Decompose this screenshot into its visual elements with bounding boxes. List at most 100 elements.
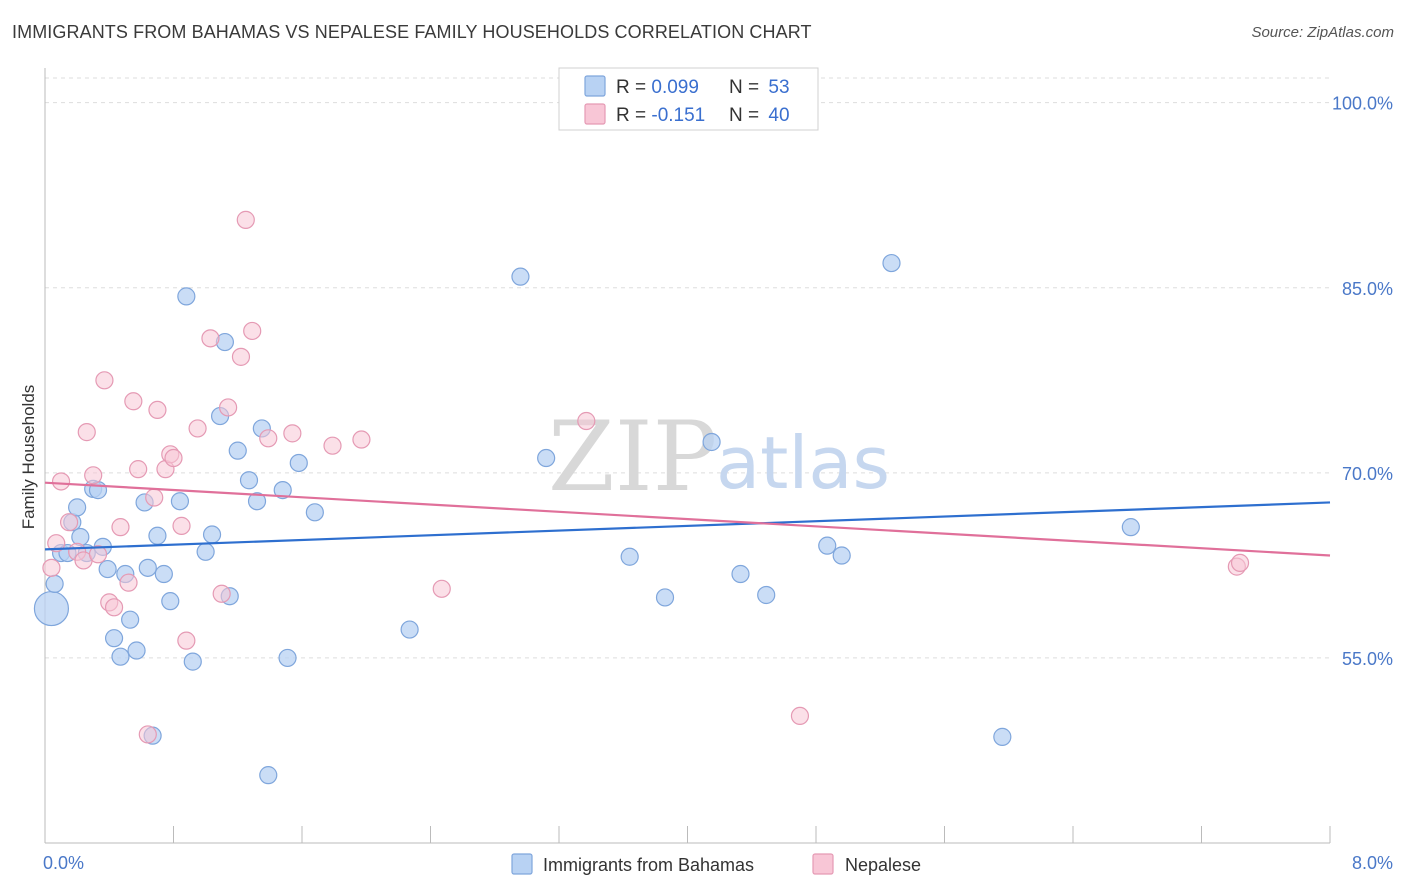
bahamas-point-20 <box>148 526 167 545</box>
y-tick-label-2: 85.0% <box>1342 279 1393 299</box>
nepalese-point-35 <box>432 579 451 598</box>
bahamas-point-40 <box>400 620 419 639</box>
nepalese-point-8 <box>88 545 108 564</box>
svg-text:R = -0.151: R = -0.151 <box>616 105 705 126</box>
nepalese-point-36 <box>577 411 596 431</box>
bahamas-point-13 <box>111 647 130 666</box>
bahamas-point-25 <box>183 652 202 671</box>
bahamas-point-39 <box>305 503 324 522</box>
bahamas-point-38 <box>289 453 308 473</box>
nepalese-point-17 <box>145 488 164 507</box>
nepalese-point-12 <box>111 518 130 537</box>
nepalese-point-37 <box>790 706 810 726</box>
bahamas-point-37 <box>278 648 297 668</box>
bahamas-point-27 <box>202 525 222 544</box>
nepalese-point-15 <box>129 460 148 479</box>
bahamas-point-21 <box>154 564 173 584</box>
nepalese-point-0 <box>42 558 61 577</box>
legend-n-value-bahamas: 53 <box>768 77 789 98</box>
watermark-atlas: atlas <box>716 421 890 505</box>
nepalese-point-7 <box>84 466 103 485</box>
nepalese-trend-line <box>44 481 1331 557</box>
bahamas-point-42 <box>537 448 556 468</box>
bahamas-point-16 <box>127 641 146 660</box>
legend-swatch-nepalese <box>584 103 606 125</box>
nepalese-point-11 <box>104 598 124 617</box>
nepalese-point-26 <box>212 584 231 603</box>
y-tick-label-3: 100.0% <box>1332 94 1393 114</box>
bahamas-point-32 <box>239 471 259 490</box>
bahamas-point-52 <box>1121 518 1140 537</box>
bahamas-point-41 <box>511 267 530 286</box>
svg-text:R = 0.099: R = 0.099 <box>616 77 699 98</box>
nepalese-point-27 <box>219 398 238 417</box>
bahamas-trend-line <box>44 501 1331 551</box>
bahamas-point-46 <box>731 564 750 584</box>
bahamas-point-44 <box>655 588 675 607</box>
y-tick-label-1: 70.0% <box>1342 464 1393 484</box>
bahamas-point-45 <box>702 432 721 452</box>
series-nepalese-points <box>42 210 1250 744</box>
legend-n-value-nepalese: 40 <box>768 105 789 126</box>
legend-r-value-nepalese: -0.151 <box>651 105 705 126</box>
bottom-legend-label-bahamas: Immigrants from Bahamas <box>543 855 754 875</box>
bahamas-point-24 <box>177 287 196 306</box>
nepalese-point-23 <box>177 631 196 650</box>
bahamas-point-31 <box>228 441 247 460</box>
nepalese-point-18 <box>148 400 167 420</box>
bottom-legend-label-nepalese: Nepalese <box>845 855 921 875</box>
legend-r-label-bahamas: R = <box>616 77 651 98</box>
nepalese-point-9 <box>95 371 114 390</box>
bahamas-point-33 <box>247 492 267 511</box>
chart-title: IMMIGRANTS FROM BAHAMAS VS NEPALESE FAMI… <box>12 22 812 42</box>
svg-text:N = 53: N = 53 <box>729 77 790 98</box>
bahamas-point-6 <box>71 527 90 547</box>
bahamas-point-12 <box>104 629 124 648</box>
y-tick-label-0: 55.0% <box>1342 649 1393 669</box>
nepalese-point-24 <box>188 419 207 438</box>
bahamas-point-23 <box>170 492 190 511</box>
nepalese-point-14 <box>124 392 143 411</box>
legend-swatch-bahamas <box>584 75 606 97</box>
bahamas-point-26 <box>196 542 215 561</box>
nepalese-point-16 <box>138 725 157 744</box>
bahamas-point-49 <box>832 546 851 565</box>
nepalese-point-31 <box>259 429 278 448</box>
legend-n-label-nepalese: N = <box>729 105 764 126</box>
series-bahamas-points <box>33 253 1140 785</box>
nepalese-point-32 <box>283 424 302 443</box>
bottom-legend-swatch-nepalese <box>812 853 834 875</box>
bahamas-point-1 <box>45 574 64 593</box>
nepalese-point-13 <box>119 573 138 592</box>
nepalese-point-21 <box>164 448 183 468</box>
bahamas-point-48 <box>818 536 837 555</box>
gridlines <box>45 77 1330 659</box>
bahamas-point-11 <box>98 559 117 579</box>
bahamas-point-5 <box>68 498 87 517</box>
correlation-legend: R = 0.099 N = 53 R = -0.151 N = 40 <box>558 67 819 131</box>
x-tick-labels: 0.0% 8.0% <box>43 853 1393 873</box>
legend-r-value-bahamas: 0.099 <box>651 77 699 98</box>
x-tick-label-0: 0.0% <box>43 853 84 873</box>
trend-lines <box>44 481 1331 557</box>
legend-r-label-nepalese: R = <box>616 105 651 126</box>
legend-n-label-bahamas: N = <box>729 77 764 98</box>
axes <box>44 68 1331 844</box>
bahamas-point-51 <box>993 727 1012 746</box>
nepalese-point-6 <box>77 423 96 442</box>
source-credit: Source: ZipAtlas.com <box>1251 24 1394 41</box>
nepalese-point-34 <box>352 430 371 449</box>
nepalese-point-3 <box>59 513 79 532</box>
bahamas-point-18 <box>138 558 157 577</box>
nepalese-point-29 <box>236 210 255 229</box>
series-legend: Immigrants from Bahamas Nepalese <box>511 853 921 875</box>
bahamas-point-50 <box>882 253 901 273</box>
watermark: ZIP atlas <box>548 401 890 513</box>
y-tick-labels: 55.0% 70.0% 85.0% 100.0% <box>1332 94 1393 669</box>
nepalese-point-1 <box>47 534 66 553</box>
y-axis-label: Family Households <box>19 385 38 530</box>
bahamas-point-15 <box>121 610 140 629</box>
nepalese-point-30 <box>243 321 262 341</box>
bahamas-point-36 <box>273 481 292 500</box>
watermark-zip: ZIP <box>548 401 717 513</box>
